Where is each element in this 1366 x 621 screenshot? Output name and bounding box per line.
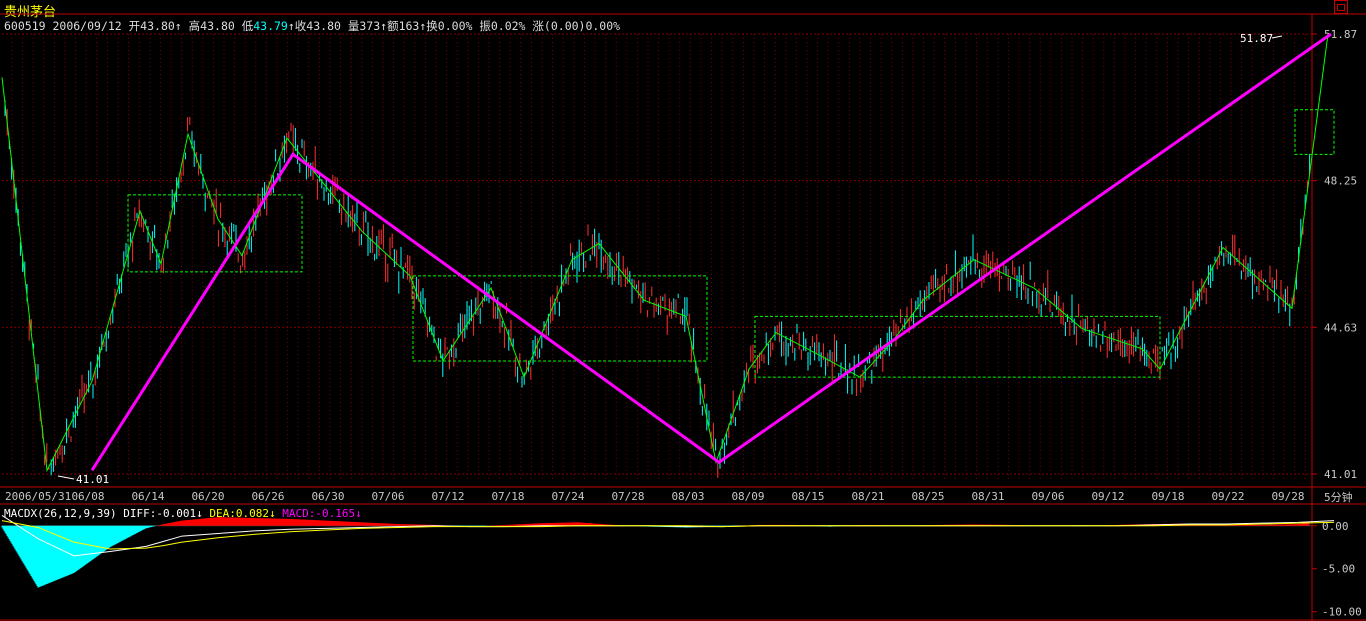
price-tick-label: 41.01 xyxy=(1324,468,1357,481)
date-tick-label: 07/24 xyxy=(551,490,584,503)
quote-info-bar: 600519 2006/09/12 开43.80↑ 高43.80 低43.79↑… xyxy=(4,18,620,34)
amplitude-label: 振 xyxy=(479,19,491,33)
low-label: 低 xyxy=(241,19,254,33)
dea-arrow: ↓ xyxy=(268,507,276,520)
high-label: 高 xyxy=(188,19,201,33)
date-tick-label: 08/25 xyxy=(911,490,944,503)
open-arrow: ↑ xyxy=(174,19,182,33)
stock-code: 600519 xyxy=(4,19,46,33)
amount-value: 163 xyxy=(398,19,420,33)
open-label: 开 xyxy=(128,19,141,33)
date-tick-label: 07/12 xyxy=(431,490,464,503)
diff-value: -0.001 xyxy=(156,507,197,520)
quote-date: 2006/09/12 xyxy=(52,19,122,33)
date-tick-label: 07/06 xyxy=(371,490,404,503)
date-tick-label: 09/22 xyxy=(1211,490,1244,503)
change-value: (0.00)0.00% xyxy=(543,19,621,33)
consolidation-box xyxy=(412,275,708,362)
consolidation-box xyxy=(1294,109,1335,155)
price-tick-label: 48.25 xyxy=(1324,175,1357,188)
low-arrow: ↑ xyxy=(287,19,295,33)
macd-label: MACD: xyxy=(282,507,316,520)
close-value: 43.80 xyxy=(306,19,341,33)
turnover-label: 换 xyxy=(426,19,438,33)
close-label: 收 xyxy=(294,19,307,33)
dea-value: 0.082 xyxy=(235,507,269,520)
volume-value: 373 xyxy=(359,19,381,33)
date-tick-label: 06/26 xyxy=(251,490,284,503)
date-tick-label: 08/21 xyxy=(851,490,884,503)
date-tick-label: 06/30 xyxy=(311,490,344,503)
date-tick-label: 09/18 xyxy=(1151,490,1184,503)
macd-value: -0.165 xyxy=(315,507,356,520)
price-tick-label: 44.63 xyxy=(1324,321,1357,334)
date-tick-label: 09/28 xyxy=(1271,490,1304,503)
high-annotation-pointer xyxy=(1271,35,1283,39)
date-tick-label: 07/28 xyxy=(611,490,644,503)
macd-tick-label: -5.00 xyxy=(1322,563,1355,576)
macd-indicator-name: MACDX(26,12,9,39) xyxy=(4,507,117,520)
high-annotation-label: 51.87 xyxy=(1240,32,1273,45)
amplitude-value: 0.02% xyxy=(490,19,526,33)
consolidation-box xyxy=(127,194,303,273)
turnover-value: 0.00% xyxy=(437,19,473,33)
amount-arrow: ↑ xyxy=(419,19,427,33)
window-title: 贵州茅台 xyxy=(4,5,57,20)
diff-arrow: ↓ xyxy=(196,507,203,520)
price-tick-label: 51.87 xyxy=(1324,28,1357,41)
date-tick-label: 08/09 xyxy=(731,490,764,503)
date-tick-label: 06/08 xyxy=(71,490,104,503)
volume-arrow: ↑ xyxy=(380,19,388,33)
low-annotation-pointer xyxy=(57,475,75,480)
macd-info-bar: MACDX(26,12,9,39) DIFF:-0.001↓ DEA:0.082… xyxy=(4,507,362,520)
date-tick-label: 06/20 xyxy=(191,490,224,503)
date-tick-label: 08/31 xyxy=(971,490,1004,503)
high-value: 43.80 xyxy=(200,19,235,33)
macd-tick-label: 0.00 xyxy=(1322,520,1349,533)
date-tick-label: 08/03 xyxy=(671,490,704,503)
change-label: 涨 xyxy=(532,19,544,33)
period-label[interactable]: 5分钟 xyxy=(1324,490,1353,504)
macd-arrow: ↓ xyxy=(355,507,362,520)
consolidation-box xyxy=(754,315,1161,378)
open-value: 43.80 xyxy=(140,19,175,33)
low-value: 43.79 xyxy=(253,19,288,33)
dea-line xyxy=(1,520,1335,550)
macd-tick-label: -10.00 xyxy=(1322,606,1362,619)
date-tick-label: 07/18 xyxy=(491,490,524,503)
diff-label: DIFF: xyxy=(123,507,157,520)
date-tick-label: 09/12 xyxy=(1091,490,1124,503)
date-tick-label: 09/06 xyxy=(1031,490,1064,503)
zigzag-trend-line xyxy=(1,33,1329,473)
amount-label: 额 xyxy=(387,19,399,33)
date-tick-label: 08/15 xyxy=(791,490,824,503)
dea-label: DEA: xyxy=(209,507,236,520)
low-annotation-label: 41.01 xyxy=(76,473,109,486)
date-tick-label: 2006/05/31 xyxy=(5,490,71,503)
wave-trend-line xyxy=(90,32,1332,472)
volume-label: 量 xyxy=(347,19,360,33)
date-tick-label: 06/14 xyxy=(131,490,164,503)
